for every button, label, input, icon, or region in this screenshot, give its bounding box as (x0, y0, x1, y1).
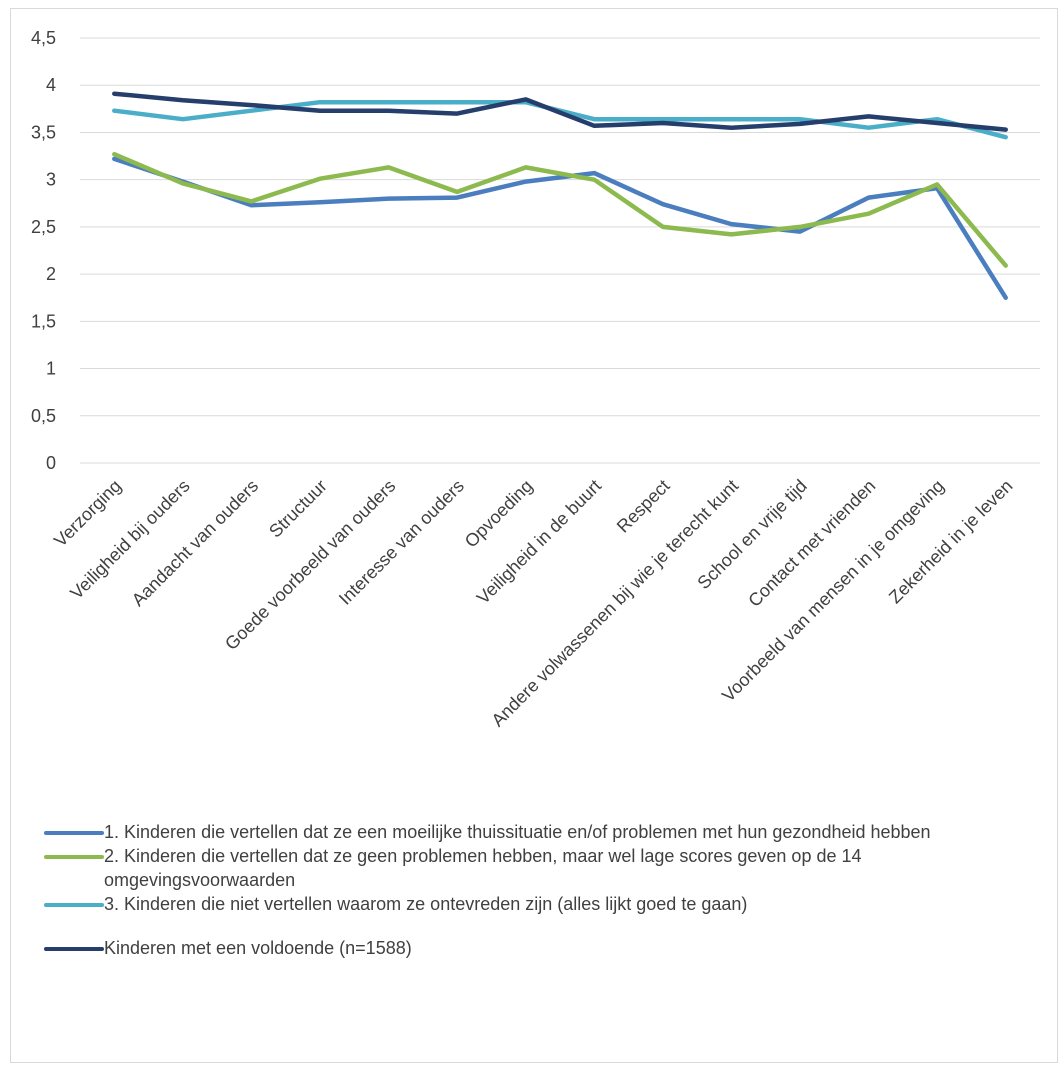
gridlines (80, 37, 1040, 464)
x-tick-label: Andere volwassenen bij wie je terecht ku… (488, 476, 743, 731)
series-line-1 (112, 156, 1008, 300)
legend-item-1: 1. Kinderen die vertellen dat ze een moe… (44, 820, 1044, 844)
y-tick-label: 3,5 (31, 122, 56, 142)
x-tick-label: Contact met vrienden (744, 476, 879, 611)
y-axis-tick-labels: 0 0,5 1 1,5 2 2,5 3 3,5 4 4,5 (31, 28, 56, 473)
legend-item-2: 2. Kinderen die vertellen dat ze geen pr… (44, 844, 1044, 892)
legend-swatch (44, 947, 104, 951)
x-tick-label: Verzorging (50, 476, 125, 551)
legend-label: 2. Kinderen die vertellen dat ze geen pr… (104, 846, 862, 890)
legend-label: 3. Kinderen die niet vertellen waarom ze… (104, 894, 748, 914)
y-tick-label: 1,5 (31, 311, 56, 331)
y-tick-label: 2,5 (31, 217, 56, 237)
y-tick-label: 0 (46, 453, 56, 473)
x-tick-label: Opvoeding (461, 476, 537, 552)
legend-item-4: Kinderen met een voldoende (n=1588) (44, 936, 1044, 960)
legend: 1. Kinderen die vertellen dat ze een moe… (44, 820, 1044, 960)
line-chart: 00,511,522,533,544,5 VerzorgingVeilighei… (31, 28, 1040, 731)
series-line-4 (112, 91, 1008, 132)
legend-label: 1. Kinderen die vertellen dat ze een moe… (104, 822, 931, 842)
x-tick-label: Structuur (265, 476, 331, 542)
y-tick-label: 1 (46, 359, 56, 379)
legend-item-3: 3. Kinderen die niet vertellen waarom ze… (44, 892, 1044, 916)
x-tick-label: Aandacht van ouders (128, 476, 262, 610)
x-tick-label: Respect (613, 476, 674, 537)
x-tick-label: Interesse van ouders (335, 476, 468, 609)
series-line-2 (112, 151, 1008, 268)
series-lines (112, 91, 1008, 300)
legend-label: Kinderen met een voldoende (n=1588) (104, 938, 412, 958)
y-tick-label: 4,5 (31, 28, 56, 48)
legend-swatch (44, 903, 104, 907)
x-tick-label: Veiligheid bij ouders (66, 476, 193, 603)
x-tick-label: Zekerheid in je leven (885, 476, 1017, 608)
x-tick-label: Veiligheid in de buurt (473, 476, 605, 608)
legend-swatch (44, 855, 104, 859)
legend-swatch (44, 831, 104, 835)
y-tick-label: 2 (46, 264, 56, 284)
y-tick-label: 4 (46, 75, 56, 95)
y-tick-label: 3 (46, 170, 56, 190)
y-tick-label: 0,5 (31, 406, 56, 426)
